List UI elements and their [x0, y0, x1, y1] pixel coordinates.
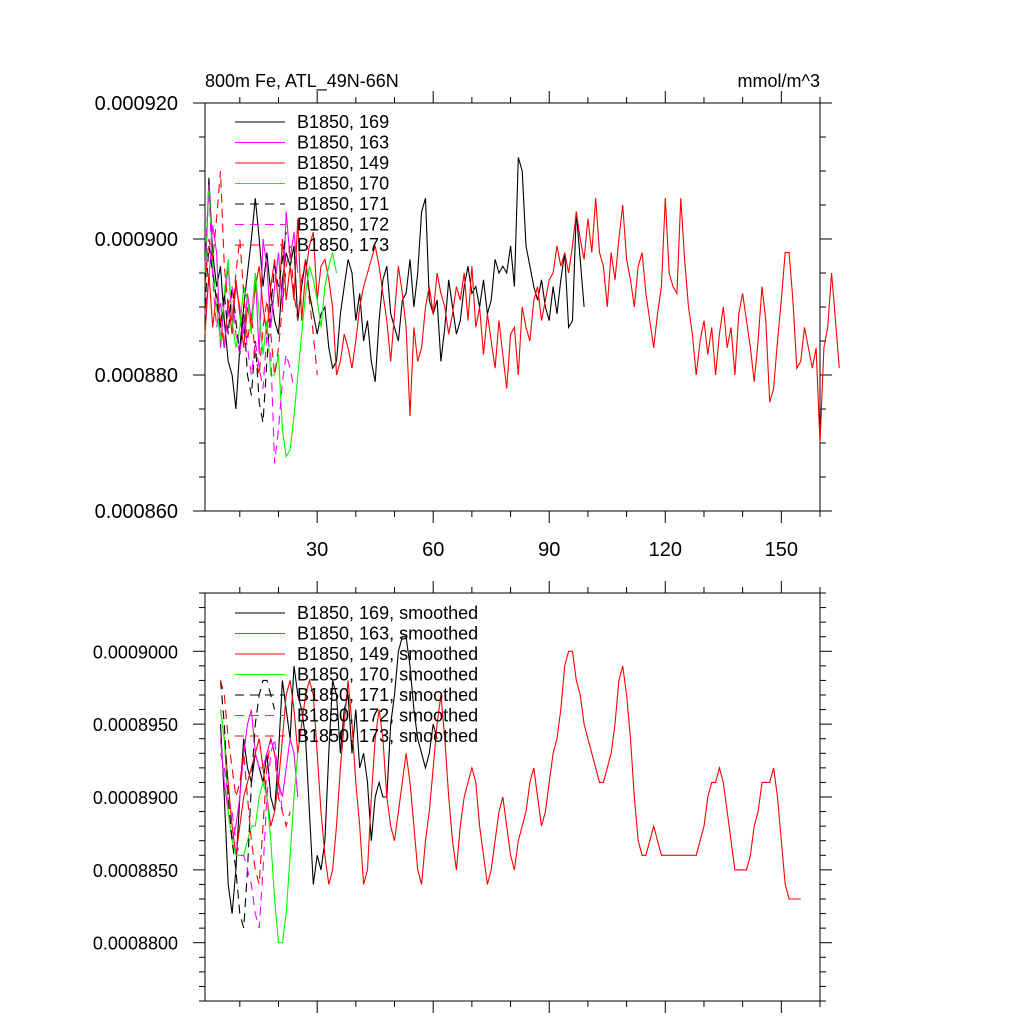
bottom-legend-label-6: B1850, 173, smoothed: [297, 726, 478, 746]
top-chart-title: 800m Fe, ATL_49N-66N: [205, 71, 399, 92]
top-series-4: [204, 232, 287, 423]
top-xtick-label-90: 90: [538, 539, 560, 561]
top-legend-label-0: B1850, 169: [297, 112, 389, 132]
bottom-ytick-label-2: 0.0008900: [93, 788, 178, 808]
bottom-series-5: [219, 738, 283, 929]
top-legend-label-1: B1850, 163: [297, 133, 389, 153]
top-legend-label-4: B1850, 171: [297, 194, 389, 214]
top-series-0: [204, 157, 585, 410]
bottom-series-3: [219, 709, 299, 944]
top-panel: 800m Fe, ATL_49N-66N mmol/m^3 30 60 90 120 1…: [95, 71, 840, 561]
top-legend-label-2: B1850, 149: [297, 153, 389, 173]
top-series-5: [204, 184, 295, 464]
top-legend-label-6: B1850, 173: [297, 235, 389, 255]
top-ytick-label-1: 0.000880: [95, 365, 178, 387]
top-series-group: [204, 157, 840, 464]
top-series-6: [204, 170, 318, 376]
top-series-3: [204, 184, 338, 459]
bottom-panel: 0.0008800 0.0008850 0.0008900 0.0008950 0.00…: [93, 581, 832, 1013]
bottom-legend-label-5: B1850, 172, smoothed: [297, 706, 478, 726]
top-ytick-label-0: 0.000860: [95, 501, 178, 523]
bottom-legend-label-1: B1850, 163, smoothed: [297, 624, 478, 644]
top-xtick-label-120: 120: [649, 539, 682, 561]
top-series-2: [204, 198, 840, 444]
bottom-ytick-label-4: 0.0009000: [93, 642, 178, 662]
bottom-ytick-label-0: 0.0008800: [93, 934, 178, 954]
top-ytick-label-2: 0.000900: [95, 229, 178, 251]
top-ytick-label-3: 0.000920: [95, 93, 178, 115]
top-axis-ticks: 30 60 90 120 150 0.000860 0.000880 0.000900 0.00…: [95, 91, 832, 561]
bottom-legend-label-0: B1850, 169, smoothed: [297, 603, 478, 623]
bottom-axis-ticks: 0.0008800 0.0008850 0.0008900 0.0008950 0.00…: [93, 581, 832, 1013]
bottom-legend-label-2: B1850, 149, smoothed: [297, 644, 478, 664]
top-legend-label-5: B1850, 172: [297, 215, 389, 235]
bottom-series-6: [219, 680, 291, 885]
bottom-ytick-label-1: 0.0008850: [93, 861, 178, 881]
bottom-ytick-label-3: 0.0008950: [93, 715, 178, 735]
top-xtick-label-60: 60: [422, 539, 444, 561]
top-chart-units: mmol/m^3: [738, 71, 820, 91]
bottom-series-2: [219, 650, 801, 900]
bottom-legend-label-4: B1850, 171, smoothed: [297, 685, 478, 705]
bottom-legend-label-3: B1850, 170, smoothed: [297, 665, 478, 685]
top-legend-label-3: B1850, 170: [297, 174, 389, 194]
top-xtick-label-30: 30: [306, 539, 328, 561]
top-xtick-label-150: 150: [765, 539, 798, 561]
bottom-series-group: [219, 636, 801, 944]
